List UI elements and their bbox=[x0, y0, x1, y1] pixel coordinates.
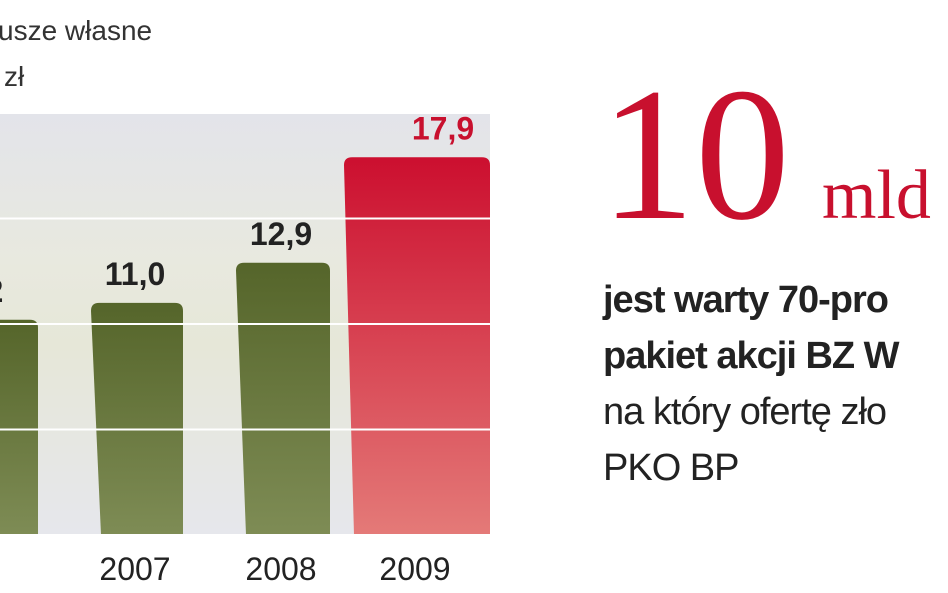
x-tick-label: 2009 bbox=[379, 551, 450, 587]
description-line: PKO BP bbox=[603, 447, 739, 489]
x-tick-label: 2007 bbox=[99, 551, 170, 587]
headline-unit: mld bbox=[822, 157, 931, 234]
bar bbox=[91, 302, 183, 535]
x-tick-label: 2008 bbox=[245, 551, 316, 587]
value-label: 12,9 bbox=[250, 216, 312, 252]
headline-number: 10 bbox=[600, 50, 790, 260]
bar bbox=[236, 262, 330, 535]
value-label: 17,9 bbox=[412, 110, 474, 146]
chart-subtitle: zł bbox=[4, 61, 25, 92]
description-line: jest warty 70-pro bbox=[602, 279, 888, 321]
description-line: pakiet akcji BZ W bbox=[603, 335, 900, 377]
value-label: ,2 bbox=[0, 273, 3, 309]
description-line: na który ofertę zło bbox=[603, 391, 886, 433]
bar bbox=[0, 319, 38, 535]
chart-title: usze własne bbox=[0, 15, 152, 46]
bar bbox=[344, 157, 490, 535]
value-label: 11,0 bbox=[105, 256, 166, 292]
